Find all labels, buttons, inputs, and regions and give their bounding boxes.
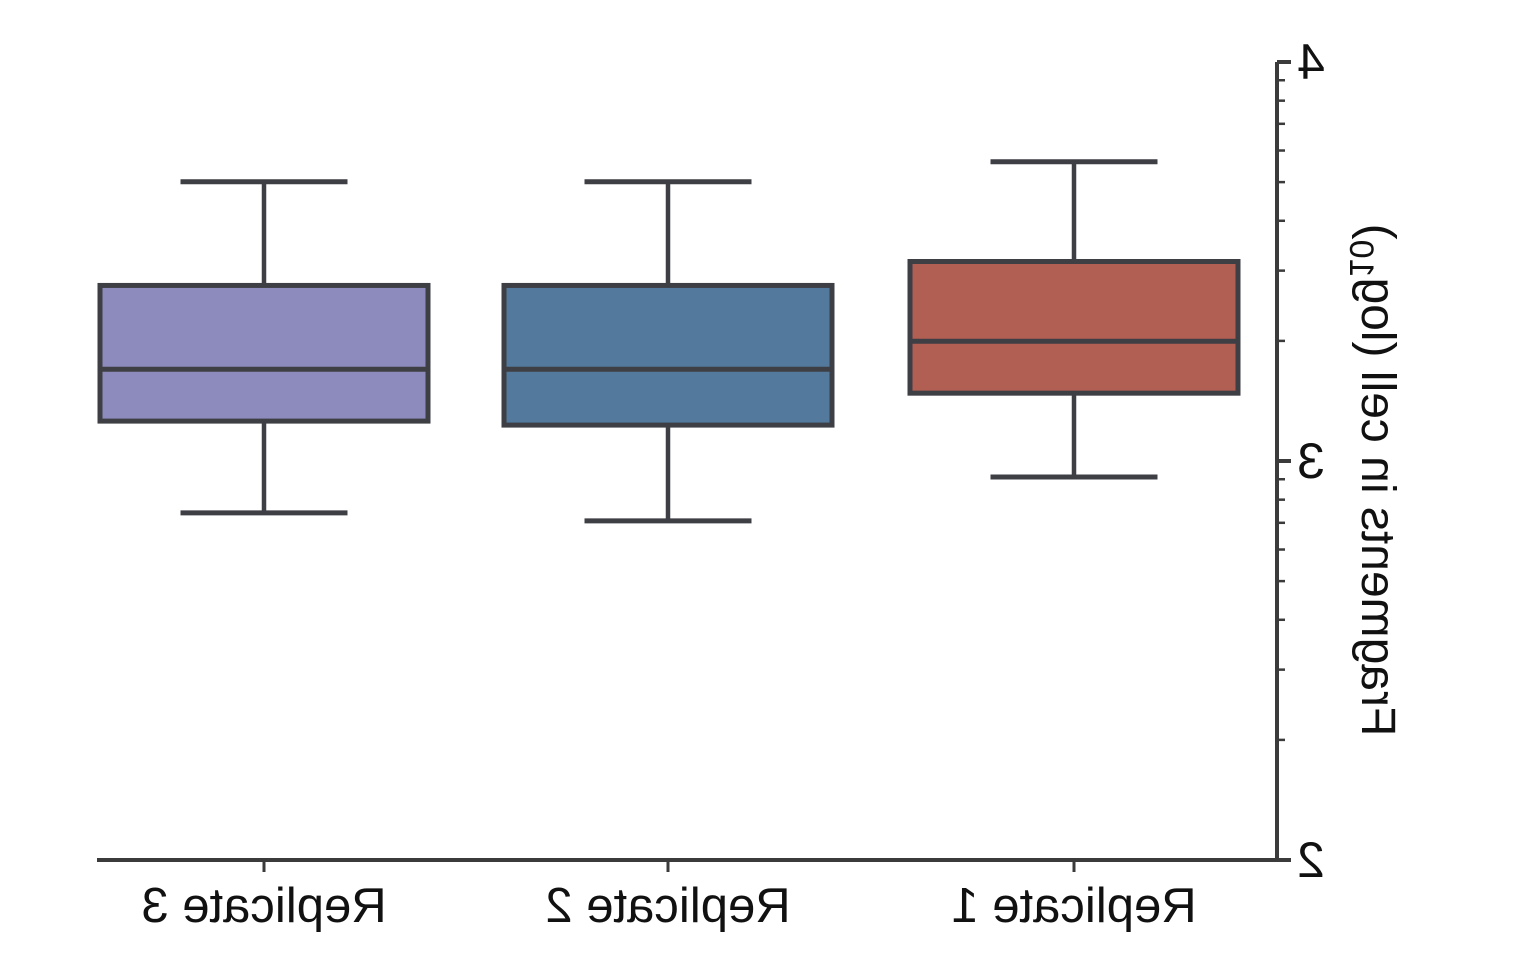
y-axis-title: Fragments in cell (log10): [1342, 224, 1404, 737]
iqr-box-replicate-2: [501, 282, 835, 428]
y-tick-label: 4: [1297, 34, 1325, 90]
x-category-label: Replicate 2: [545, 879, 790, 933]
box-group-replicate-2: [501, 179, 835, 524]
box-group-replicate-3: [97, 179, 431, 516]
box-group-replicate-1: [907, 159, 1241, 480]
x-category-label: Replicate 3: [141, 879, 386, 933]
y-tick-label: 3: [1297, 433, 1325, 489]
x-category-label: Replicate 1: [951, 879, 1196, 933]
iqr-box-replicate-3: [97, 282, 431, 424]
y-tick-label: 2: [1297, 832, 1325, 888]
iqr-box-replicate-1: [907, 259, 1241, 396]
